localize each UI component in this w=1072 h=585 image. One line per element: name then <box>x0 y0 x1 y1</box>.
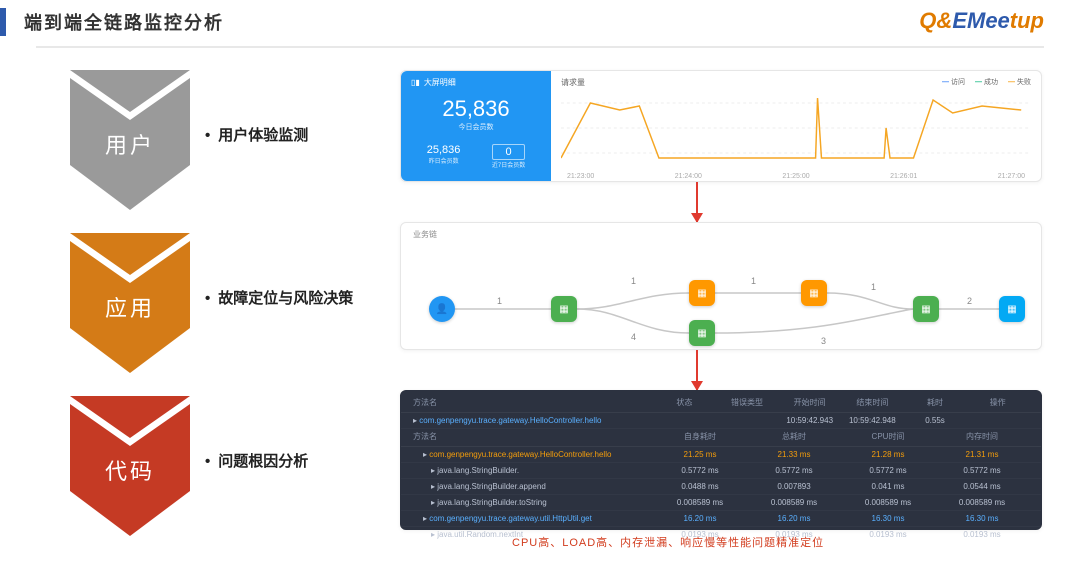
edge-label: 1 <box>751 276 756 286</box>
logo-tup: tup <box>1010 8 1044 33</box>
chevron-bullet: 用户体验监测 <box>205 124 308 145</box>
chart-x-labels: 21:23:00 21:24:00 21:25:00 21:26:01 21:27:00 <box>561 173 1031 180</box>
red-arrow-1 <box>696 182 698 222</box>
tile-big-number: 25,836 <box>411 96 541 122</box>
chevron-label: 应用 <box>70 291 190 323</box>
x-label: 21:25:00 <box>782 173 809 180</box>
legend-item-2: 失败 <box>1008 77 1031 88</box>
flow-node-n5: ▦ <box>913 296 939 322</box>
trace-row: ▸ java.lang.StringBuilder.toString0.0085… <box>401 495 1041 511</box>
title-wrap: 端到端全链路监控分析 <box>0 8 224 36</box>
edge-label: 3 <box>821 336 826 346</box>
x-label: 21:27:00 <box>998 173 1025 180</box>
title-accent-bar <box>0 8 6 36</box>
panel3-caption: CPU高、LOAD高、内存泄漏、响应慢等性能问题精准定位 <box>512 534 824 550</box>
metric-tile: ▯▮ 大屏明细 25,836 今日会员数 25,836 昨日会员数 0 近7日会… <box>401 71 551 181</box>
logo-q: Q <box>919 8 936 33</box>
logo-amp: & <box>936 8 952 33</box>
line-chart-svg: 32122325 <box>561 88 1031 168</box>
x-label: 21:26:01 <box>890 173 917 180</box>
chevron-label: 代码 <box>70 454 190 486</box>
flow-node-n4: ▦ <box>801 280 827 306</box>
tile-right-num: 0 <box>492 144 525 160</box>
panel-user-metrics: ▯▮ 大屏明细 25,836 今日会员数 25,836 昨日会员数 0 近7日会… <box>400 70 1042 182</box>
flow-canvas: 👤 ▦ ▦ ▦ ▦ ▦ ▦ 1 1 4 1 1 3 2 <box>401 246 1041 348</box>
trace-table-header: 方法名状态错误类型开始时间结束时间耗时操作 <box>401 391 1041 413</box>
trace-sub-header: 方法名自身耗时总耗时CPU时间内存时间 <box>401 429 1041 447</box>
bar-chart-icon: ▯▮ <box>411 78 420 87</box>
tile-left-lbl: 昨日会员数 <box>427 156 461 165</box>
legend-item-0: 访问 <box>942 77 965 88</box>
tile-big-sub: 今日会员数 <box>411 122 541 132</box>
main-area: 用户 用户体验监测 应用 故障定位与风险决策 代码 问题根因分析 ▯▮ 大屏明细… <box>0 48 1072 559</box>
tile-left-metric: 25,836 昨日会员数 <box>427 144 461 169</box>
right-panels-column: ▯▮ 大屏明细 25,836 今日会员数 25,836 昨日会员数 0 近7日会… <box>400 70 1042 559</box>
flow-node-n2: ▦ <box>689 280 715 306</box>
chevron-bullet: 故障定位与风险决策 <box>205 287 353 308</box>
trace-row: ▸ java.lang.StringBuilder.0.5772 ms0.577… <box>401 463 1041 479</box>
trace-row: ▸ com.genpengyu.trace.gateway.HelloContr… <box>401 447 1041 463</box>
chevron-label: 用户 <box>70 128 190 160</box>
flow-node-n6: ▦ <box>999 296 1025 322</box>
panel-code-trace: 方法名状态错误类型开始时间结束时间耗时操作 ▸ com.genpengyu.tr… <box>400 390 1042 530</box>
edge-label: 1 <box>871 282 876 292</box>
trace-row: ▸ java.lang.StringBuilder.append0.0488 m… <box>401 479 1041 495</box>
brand-logo: Q&EMeetup <box>919 8 1044 34</box>
line-chart-area: 请求量 访问 成功 失败 32122325 21:23:0021:24:0021… <box>551 71 1041 181</box>
panel-service-flow: 业务链 👤 ▦ ▦ ▦ ▦ ▦ ▦ 1 1 4 1 1 3 2 <box>400 222 1042 350</box>
chart-header: 请求量 访问 成功 失败 <box>561 77 1031 88</box>
flow-node-n1: ▦ <box>551 296 577 322</box>
logo-mee: Mee <box>967 8 1010 33</box>
flow-node-u: 👤 <box>429 296 455 322</box>
tile-right-metric: 0 近7日会员数 <box>492 144 525 169</box>
page-title: 端到端全链路监控分析 <box>24 9 224 35</box>
left-chevron-column: 用户 用户体验监测 应用 故障定位与风险决策 代码 问题根因分析 <box>70 70 380 559</box>
chevron-block-2: 代码 问题根因分析 <box>70 396 380 551</box>
chevron-bullet: 问题根因分析 <box>205 450 308 471</box>
trace-row-top: ▸ com.genpengyu.trace.gateway.HelloContr… <box>401 413 1041 429</box>
edge-label: 2 <box>967 296 972 306</box>
x-label: 21:24:00 <box>675 173 702 180</box>
chart-legend: 访问 成功 失败 <box>942 77 1031 88</box>
chevron-block-0: 用户 用户体验监测 <box>70 70 380 225</box>
flow-title: 业务链 <box>401 223 1041 246</box>
x-label: 21:23:00 <box>567 173 594 180</box>
edge-label: 1 <box>631 276 636 286</box>
tile-header: ▯▮ 大屏明细 <box>411 77 541 88</box>
slide-header: 端到端全链路监控分析 Q&EMeetup <box>0 0 1072 36</box>
edge-label: 4 <box>631 332 636 342</box>
tile-app-label: 大屏明细 <box>424 77 456 88</box>
edge-label: 1 <box>497 296 502 306</box>
legend-item-1: 成功 <box>975 77 998 88</box>
trace-row: ▸ com.genpengyu.trace.gateway.util.HttpU… <box>401 511 1041 527</box>
red-arrow-2 <box>696 350 698 390</box>
tile-left-num: 25,836 <box>427 144 461 156</box>
chevron-block-1: 应用 故障定位与风险决策 <box>70 233 380 388</box>
tile-row2: 25,836 昨日会员数 0 近7日会员数 <box>411 144 541 169</box>
chart-title: 请求量 <box>561 77 585 88</box>
logo-e: E <box>952 8 967 33</box>
tile-right-lbl: 近7日会员数 <box>492 160 525 169</box>
flow-node-n3: ▦ <box>689 320 715 346</box>
